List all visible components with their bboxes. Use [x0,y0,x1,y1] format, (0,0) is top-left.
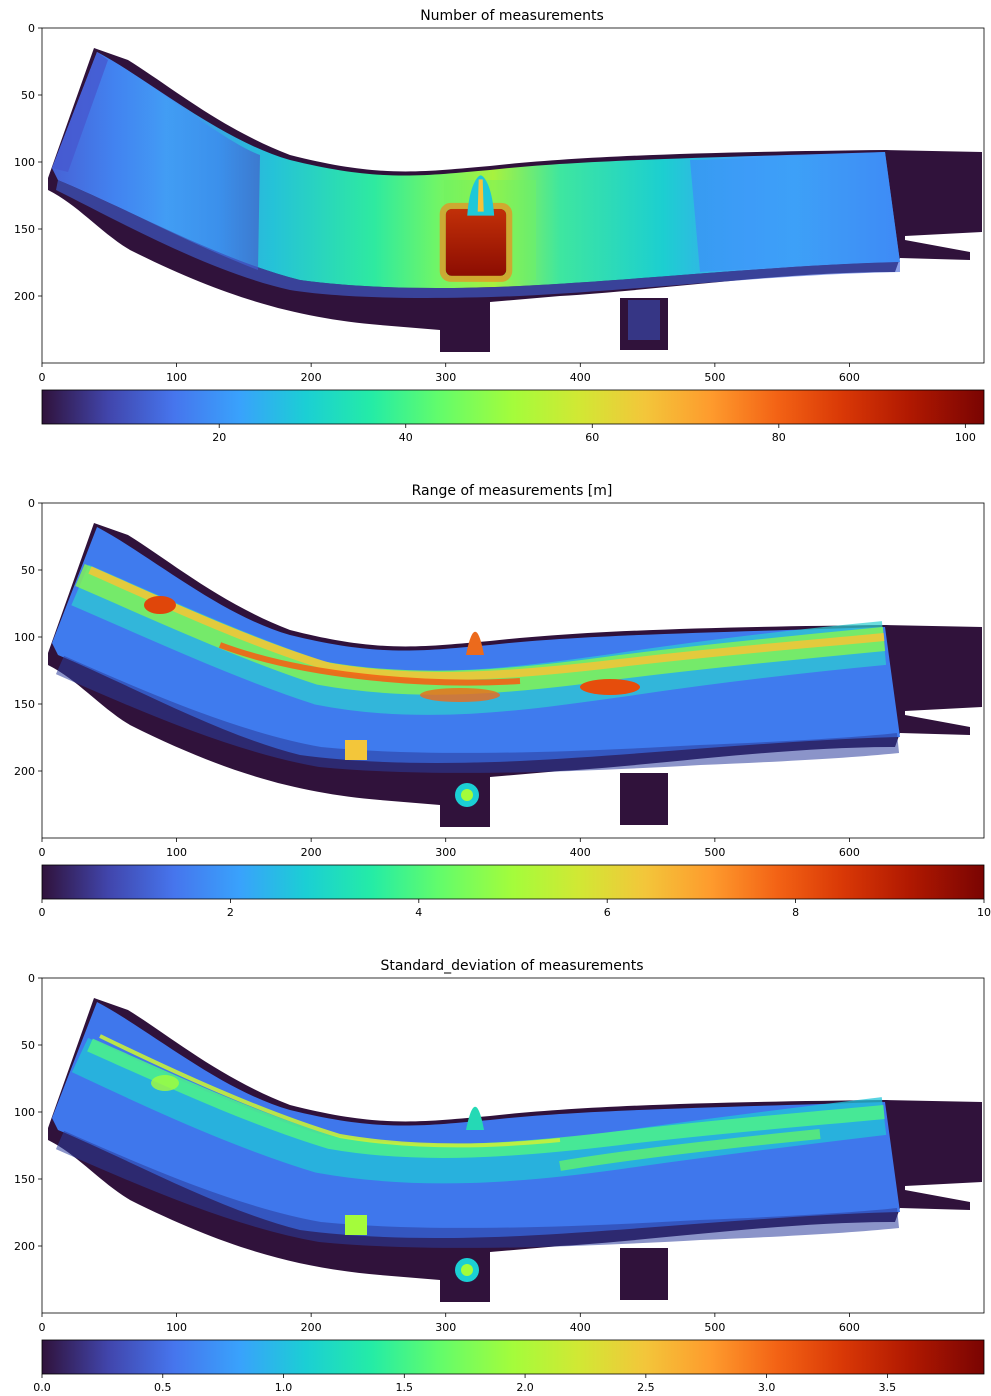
y-tick-label: 150 [14,1173,35,1186]
x-tick-label: 0 [39,371,46,384]
colorbar-tick-label: 4 [415,906,422,919]
x-tick-label: 300 [435,846,456,859]
peak-region [439,202,513,282]
y-tick-label: 0 [28,497,35,510]
y-tick-label: 200 [14,290,35,303]
y-tick-label: 50 [21,89,35,102]
x-tick-label: 400 [570,846,591,859]
y-tick-label: 0 [28,22,35,35]
colorbar-tick-label: 20 [212,431,226,444]
colorbar: 0.0 0.5 1.0 1.5 2.0 2.5 3.0 3.5 [33,1339,985,1394]
spike [467,175,495,216]
panel-range-of-measurements: Range of measurements [m] [14,483,991,919]
colorbar-gradient [41,864,985,900]
colorbar-gradient [41,389,985,425]
y-tick-label: 0 [28,972,35,985]
y-tick-label: 100 [14,1106,35,1119]
x-tick-label: 600 [839,371,860,384]
colorbar-tick-label: 0.5 [154,1381,172,1394]
y-tick-label: 200 [14,1240,35,1253]
x-tick-label: 400 [570,1321,591,1334]
x-tick-label: 300 [435,1321,456,1334]
y-axis: 0 50 100 150 200 [14,972,42,1253]
colorbar-tick-label: 3.0 [758,1381,776,1394]
colorbar-ticks: 20 40 60 80 100 [212,424,976,444]
colorbar-tick-label: 6 [604,906,611,919]
x-tick-label: 200 [301,846,322,859]
y-tick-label: 100 [14,156,35,169]
x-tick-label: 200 [301,371,322,384]
plot-frame [41,27,985,364]
x-tick-label: 200 [301,1321,322,1334]
colorbar-tick-label: 1.0 [275,1381,293,1394]
colorbar-tick-label: 8 [792,906,799,919]
x-tick-label: 300 [435,371,456,384]
colorbar-tick-label: 1.5 [396,1381,414,1394]
colorbar-tick-label: 40 [399,431,413,444]
panel-standard-deviation: Standard_deviation of measurements 0 [14,958,985,1394]
colorbar-tick-label: 2.5 [637,1381,655,1394]
plot-frame [41,502,985,839]
x-tick-label: 400 [570,371,591,384]
colorbar-tick-label: 80 [772,431,786,444]
colorbar-tick-label: 3.5 [879,1381,897,1394]
x-tick-label: 500 [704,1321,725,1334]
x-tick-label: 500 [704,846,725,859]
x-tick-label: 600 [839,1321,860,1334]
y-tick-label: 150 [14,223,35,236]
colorbar-tick-label: 60 [585,431,599,444]
colorbar-tick-label: 2 [227,906,234,919]
x-axis: 0 100 200 300 400 500 600 [39,363,860,384]
heatmap-image [48,998,982,1302]
chart-title: Range of measurements [m] [412,483,613,499]
plot-frame [41,977,985,1314]
chart-title: Number of measurements [420,8,604,24]
colorbar-tick-label: 0 [39,906,46,919]
y-tick-label: 150 [14,698,35,711]
heatmap-image [48,48,982,352]
panel-number-of-measurements: Number of measurements 0 100 200 300 400 500 6… [14,8,985,444]
colorbar-tick-label: 10 [977,906,991,919]
chart-title: Standard_deviation of measurements [380,958,643,974]
y-tick-label: 100 [14,631,35,644]
colorbar-ticks: 0 2 4 6 8 10 [39,899,991,919]
heatmap-image [48,523,982,827]
y-tick-label: 200 [14,765,35,778]
x-tick-label: 100 [166,1321,187,1334]
x-axis: 0 100 200 300 400 500 600 [39,838,860,859]
colorbar-tick-label: 2.0 [516,1381,534,1394]
colorbar-ticks: 0.0 0.5 1.0 1.5 2.0 2.5 3.0 3.5 [33,1374,896,1394]
y-axis: 0 50 100 150 200 [14,497,42,778]
x-axis: 0 100 200 300 400 500 600 [39,1313,860,1334]
x-tick-label: 0 [39,1321,46,1334]
y-axis: 0 50 100 150 200 [14,22,42,303]
y-tick-label: 50 [21,564,35,577]
x-tick-label: 100 [166,846,187,859]
y-tick-label: 50 [21,1039,35,1052]
colorbar-gradient [41,1339,985,1375]
colorbar-tick-label: 100 [955,431,976,444]
x-tick-label: 0 [39,846,46,859]
x-tick-label: 100 [166,371,187,384]
x-tick-label: 600 [839,846,860,859]
x-tick-label: 500 [704,371,725,384]
colorbar-tick-label: 0.0 [33,1381,51,1394]
colorbar: 0 2 4 6 8 10 [39,864,991,919]
colorbar: 20 40 60 80 100 [41,389,985,444]
